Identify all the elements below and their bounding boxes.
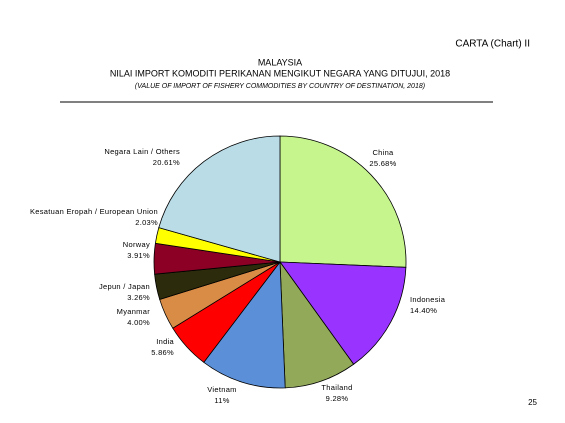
value-label: 3.91% [127, 251, 150, 260]
page-number: 25 [528, 398, 537, 407]
pie-slice [158, 135, 281, 263]
slice-label: Vietnam [207, 385, 236, 394]
slice-label: Negara Lain / Others [104, 147, 180, 156]
slice-label: Thailand [321, 383, 352, 392]
slice-label: India [156, 337, 174, 346]
value-label: 25.68% [369, 159, 396, 168]
value-label: 20.61% [153, 158, 180, 167]
chart-subtitle: NILAI IMPORT KOMODITI PERIKANAN MENGIKUT… [110, 68, 450, 78]
pie-slice [203, 260, 286, 389]
header: CARTA (Chart) II [455, 39, 530, 50]
value-label: 5.86% [151, 348, 174, 357]
value-label: 2.03% [135, 218, 158, 227]
slice-label: Kesatuan Eropah / European Union [30, 207, 158, 216]
value-label: 4.00% [127, 318, 150, 327]
chart-subtitle-en: (VALUE OF IMPORT OF FISHERY COMMODITIES … [135, 83, 425, 90]
value-label: 9.28% [326, 394, 349, 403]
slice-label: Jepun / Japan [99, 282, 150, 291]
slice-label: Myanmar [117, 307, 151, 316]
chart-title: MALAYSIA [258, 57, 302, 67]
value-label: 3.26% [127, 293, 150, 302]
slice-label: Indonesia [410, 295, 446, 304]
slice-label: China [372, 148, 394, 157]
pie-slice [279, 261, 407, 365]
slice-label: Norway [123, 240, 150, 249]
value-label: 11% [214, 396, 229, 405]
value-label: 14.40% [410, 306, 437, 315]
pie-slice [279, 135, 407, 268]
